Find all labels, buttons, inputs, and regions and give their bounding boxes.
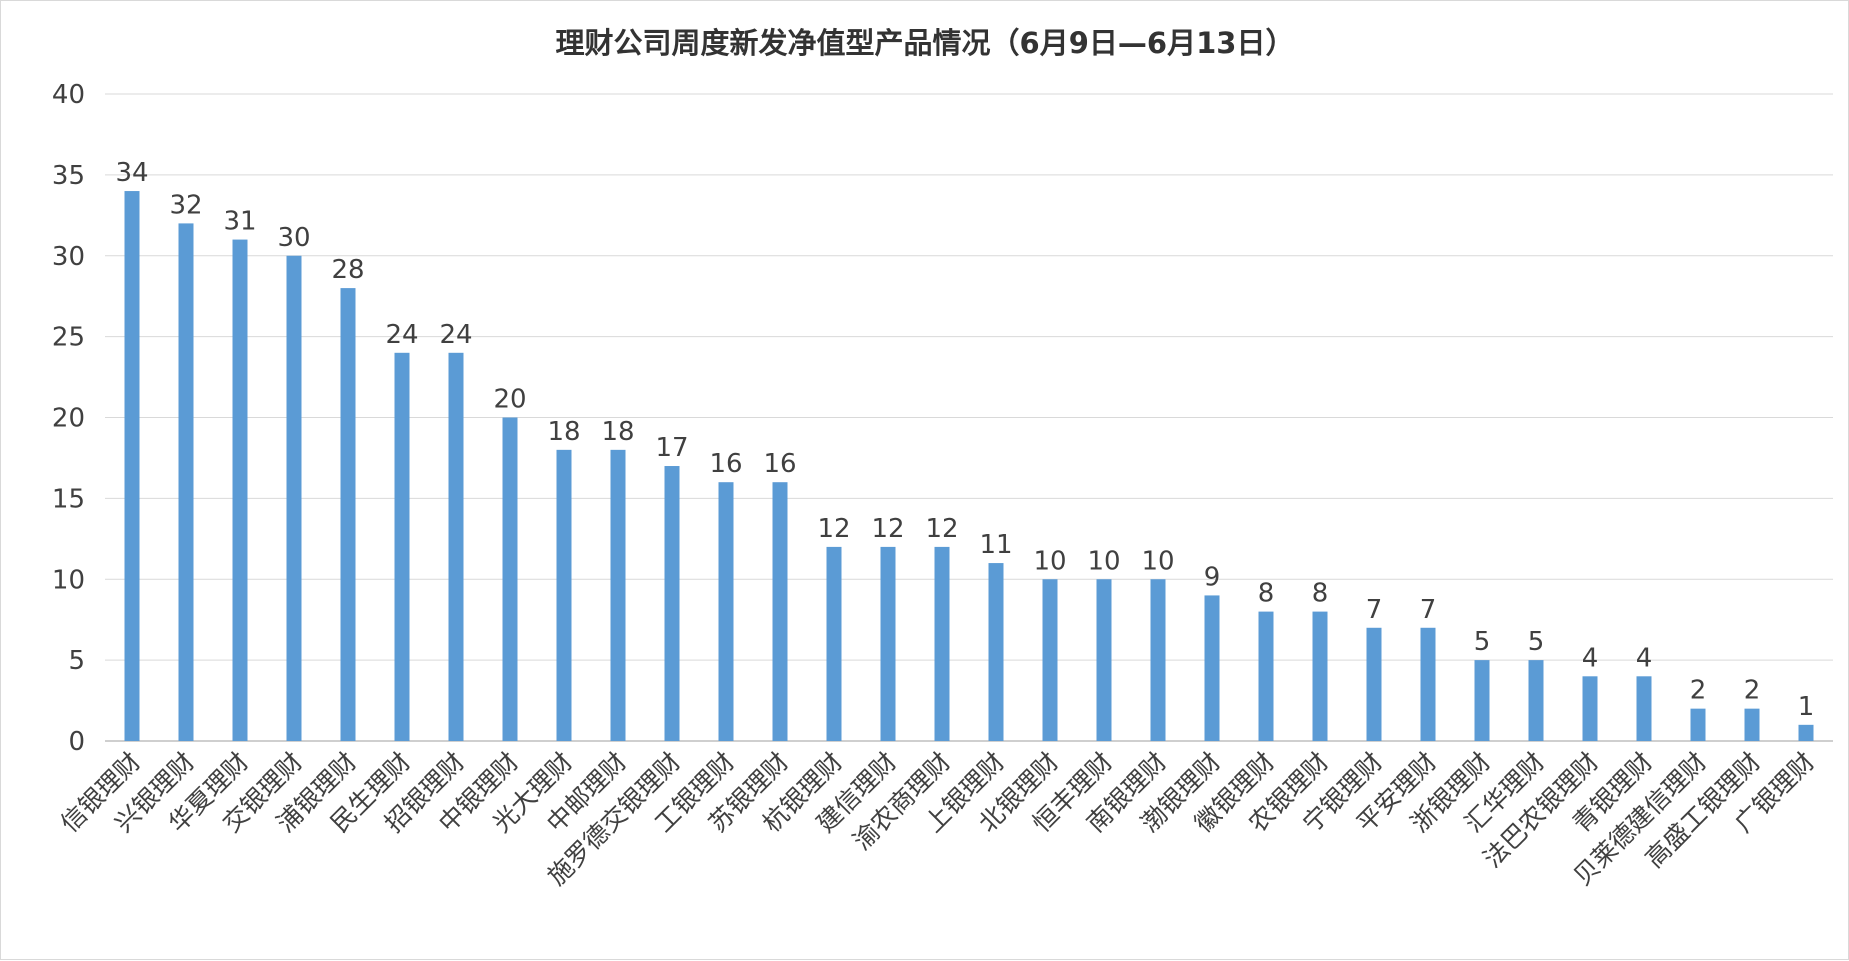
y-tick-label: 0 (68, 727, 85, 757)
data-label: 24 (439, 320, 472, 350)
y-tick-label: 30 (52, 242, 85, 272)
bar (556, 449, 572, 741)
bar (664, 466, 680, 741)
data-label: 7 (1420, 595, 1437, 625)
bar (178, 223, 194, 741)
y-tick-label: 35 (52, 161, 85, 191)
data-label: 32 (169, 190, 202, 220)
bar (340, 288, 356, 741)
bar (610, 449, 626, 741)
bar (1582, 676, 1598, 741)
bar (286, 255, 302, 741)
bar (1096, 579, 1112, 741)
bar (1366, 627, 1382, 741)
data-label: 12 (817, 514, 850, 544)
data-label: 4 (1582, 643, 1599, 673)
bar (1312, 611, 1328, 741)
data-label: 20 (493, 385, 526, 415)
bar (394, 352, 410, 741)
data-label: 1 (1798, 692, 1815, 722)
data-label: 30 (277, 223, 310, 253)
data-label: 5 (1474, 627, 1491, 657)
bar (988, 563, 1004, 741)
bar (1528, 660, 1544, 741)
bar (1690, 708, 1706, 741)
data-label: 16 (763, 449, 796, 479)
data-label: 10 (1087, 546, 1120, 576)
bar (1204, 595, 1220, 741)
y-axis-tick-labels: 0 5 10 15 20 25 30 35 40 (52, 80, 85, 757)
data-label: 4 (1636, 643, 1653, 673)
bar (772, 482, 788, 741)
bar (1150, 579, 1166, 741)
y-tick-label: 10 (52, 565, 85, 595)
data-label: 18 (601, 417, 634, 447)
bars (124, 191, 1814, 742)
x-axis-tick-labels: 信银理财兴银理财华夏理财交银理财浦银理财民生理财招银理财中银理财光大理财中邮理财… (55, 747, 1820, 891)
data-label: 5 (1528, 627, 1545, 657)
bar (880, 546, 896, 741)
data-label: 7 (1366, 595, 1383, 625)
data-label: 31 (223, 207, 256, 237)
y-tick-label: 25 (52, 323, 85, 353)
data-label: 2 (1690, 676, 1707, 706)
bar (232, 239, 248, 741)
y-tick-label: 20 (52, 404, 85, 434)
chart-title: 理财公司周度新发净值型产品情况（6月9日—6月13日） (556, 26, 1295, 60)
gridlines (105, 93, 1833, 661)
bar (934, 546, 950, 741)
bar (502, 417, 518, 741)
data-label: 9 (1204, 562, 1221, 592)
y-tick-label: 40 (52, 80, 85, 110)
data-label: 2 (1744, 676, 1761, 706)
data-label: 16 (709, 449, 742, 479)
bar (448, 352, 464, 741)
bar (124, 191, 140, 742)
data-label: 8 (1258, 579, 1275, 609)
bar (1420, 627, 1436, 741)
y-tick-label: 15 (52, 484, 85, 514)
bar (1798, 724, 1814, 741)
data-label: 24 (385, 320, 418, 350)
data-label: 12 (871, 514, 904, 544)
data-label: 17 (655, 433, 688, 463)
data-label: 28 (331, 255, 364, 285)
bar (1744, 708, 1760, 741)
bar (1042, 579, 1058, 741)
bar (826, 546, 842, 741)
bar (1258, 611, 1274, 741)
data-label: 10 (1033, 546, 1066, 576)
bar (1474, 660, 1490, 741)
y-tick-label: 5 (68, 646, 85, 676)
bar (718, 482, 734, 741)
data-label: 12 (925, 514, 958, 544)
data-label: 10 (1141, 546, 1174, 576)
data-label: 18 (547, 417, 580, 447)
data-label: 11 (979, 530, 1012, 560)
data-label: 8 (1312, 579, 1329, 609)
data-label: 34 (115, 158, 148, 188)
bar (1636, 676, 1652, 741)
